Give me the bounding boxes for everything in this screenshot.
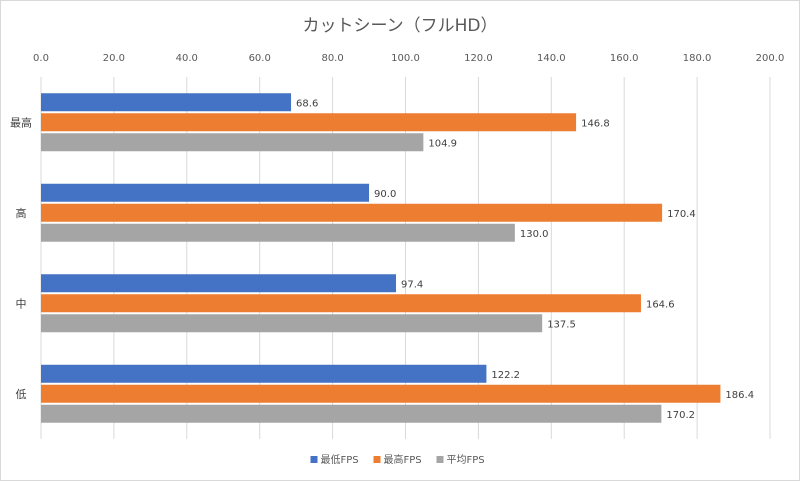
category-label: 低 <box>16 388 27 401</box>
bar-2-2 <box>41 203 663 222</box>
legend[interactable]: 最低FPS 最高FPS 平均FPS <box>310 453 485 466</box>
x-tick-label: 200.0 <box>756 53 785 64</box>
bar-3-2 <box>41 223 515 242</box>
data-label: 122.2 <box>491 370 520 381</box>
bar-1-2 <box>41 183 370 202</box>
bar-2-1 <box>41 113 577 132</box>
bar-3-1 <box>41 133 424 152</box>
legend-label[interactable]: 最低FPS <box>321 453 359 466</box>
data-label: 146.8 <box>581 118 610 129</box>
data-label: 170.4 <box>667 209 696 220</box>
legend-swatch <box>373 456 381 463</box>
bar-3-3 <box>41 314 543 333</box>
data-label: 104.9 <box>428 138 457 149</box>
x-tick-label: 180.0 <box>683 53 712 64</box>
bar-1-3 <box>41 274 397 293</box>
category-label: 最高 <box>10 115 32 129</box>
legend-swatch <box>310 456 318 463</box>
x-tick-label: 0.0 <box>33 53 49 64</box>
data-label: 164.6 <box>646 299 675 310</box>
legend-label[interactable]: 最高FPS <box>384 453 422 466</box>
bar-3-4 <box>41 404 662 423</box>
gridlines <box>40 77 771 439</box>
bar-2-4 <box>41 384 721 403</box>
data-label: 90.0 <box>374 189 396 200</box>
category-label: 中 <box>16 297 27 310</box>
bar-1-4 <box>41 364 487 383</box>
x-tick-label: 40.0 <box>176 53 198 64</box>
x-axis-ticks: 0.0 20.0 40.0 60.0 80.0 100.0 120.0 140.0 160.0 1… <box>33 53 784 64</box>
x-tick-label: 140.0 <box>537 53 566 64</box>
legend-label[interactable]: 平均FPS <box>447 454 485 466</box>
data-label: 170.2 <box>666 410 695 421</box>
bars <box>41 93 721 423</box>
x-tick-label: 100.0 <box>391 53 420 64</box>
legend-swatch <box>436 456 444 463</box>
x-tick-label: 160.0 <box>610 53 639 64</box>
x-tick-label: 80.0 <box>321 53 343 64</box>
data-label: 186.4 <box>725 390 754 401</box>
x-tick-label: 120.0 <box>464 53 493 64</box>
chart-title: カットシーン（フルHD） <box>302 16 497 36</box>
data-label: 68.6 <box>296 98 318 109</box>
category-label: 高 <box>16 206 27 220</box>
data-label: 130.0 <box>520 229 549 240</box>
bar-1-1 <box>41 93 292 112</box>
data-label: 97.4 <box>401 279 423 290</box>
bar-2-3 <box>41 294 641 313</box>
data-label: 137.5 <box>547 319 576 330</box>
x-tick-label: 20.0 <box>103 53 125 64</box>
x-tick-label: 60.0 <box>249 53 271 64</box>
data-labels: 68.6 146.8 104.9 90.0 170.4 130.0 97.4 164.6 137… <box>296 98 754 421</box>
